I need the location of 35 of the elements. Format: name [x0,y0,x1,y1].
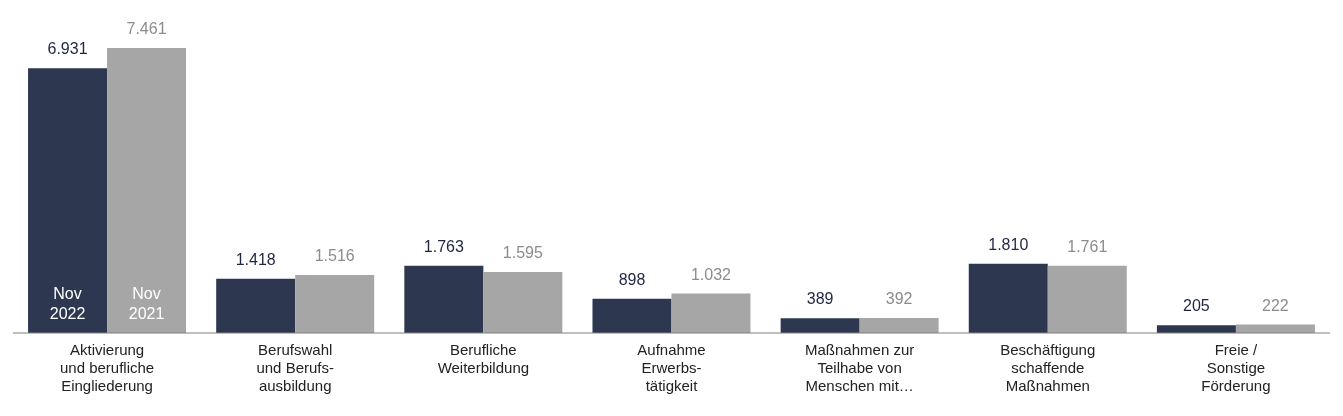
bar [404,265,484,333]
data-label: 1.595 [502,244,543,262]
data-label: 1.516 [314,247,355,265]
bar [1047,265,1127,333]
x-tick-label: Berufswahl und Berufs- ausbildung [256,341,334,394]
x-tick-label: Beschäftigung schaffende Maßnahmen [1000,341,1096,394]
x-tick-label: Aufnahme Erwerbs- tätigkeit [637,341,706,394]
data-label: 1.032 [690,265,732,283]
bar [968,263,1048,333]
x-tick-label: Maßnahmen zur Teilhabe von Menschen mit… [805,341,915,394]
data-label: 1.761 [1067,237,1108,255]
bar [592,298,672,333]
data-label: 7.461 [126,20,167,37]
bar [295,275,375,333]
bar [780,318,860,333]
bar [107,48,187,333]
series-label: Nov 2021 [128,285,165,322]
data-label: 1.418 [235,250,276,268]
bar [28,68,108,333]
x-tick-label: Freie / Sonstige Förderung [1201,341,1271,394]
data-label: 898 [618,270,646,288]
bar [483,272,563,333]
data-label: 392 [885,290,913,308]
x-tick-label: Berufliche Weiterbildung [437,341,530,376]
series-label: Nov 2022 [49,285,86,322]
x-tick-label: Aktivierung und berufliche Eingliederung [59,341,155,394]
bar [671,293,751,333]
data-label: 6.931 [47,40,88,58]
data-label: 389 [806,290,834,308]
data-label: 222 [1262,296,1289,314]
data-label: 1.763 [423,237,464,255]
data-label: 1.810 [988,235,1029,253]
bar [859,318,939,333]
bar [216,278,296,333]
data-label: 205 [1183,297,1210,315]
